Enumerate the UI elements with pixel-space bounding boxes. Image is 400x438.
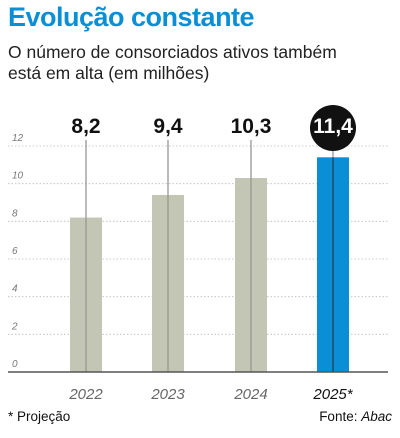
- y-tick-label: 4: [12, 284, 18, 295]
- x-tick-label: 2024: [233, 386, 267, 403]
- chart-subtitle: O número de consorciados ativos também e…: [8, 42, 337, 83]
- value-label: 10,3: [231, 115, 272, 138]
- value-label-circle: [310, 105, 356, 151]
- x-tick-label: 2022: [68, 386, 103, 403]
- y-tick-label: 6: [12, 246, 18, 257]
- value-label: 11,4: [313, 115, 353, 138]
- chart-title: Evolução constante: [8, 2, 255, 32]
- source-note: Fonte: Abac: [319, 409, 392, 424]
- source-name: Abac: [361, 409, 392, 424]
- y-tick-label: 12: [12, 133, 24, 144]
- y-tick-label: 8: [12, 208, 18, 219]
- x-tick-label: 2023: [150, 386, 185, 403]
- value-label: 9,4: [153, 115, 183, 138]
- source-label: Fonte:: [319, 409, 362, 424]
- y-tick-label: 0: [12, 359, 18, 370]
- y-tick-label: 10: [12, 171, 24, 182]
- x-tick-label: 2025*: [312, 386, 353, 403]
- y-tick-label: 2: [11, 321, 18, 332]
- value-label: 8,2: [71, 115, 100, 138]
- projection-footnote: * Projeção: [8, 409, 71, 424]
